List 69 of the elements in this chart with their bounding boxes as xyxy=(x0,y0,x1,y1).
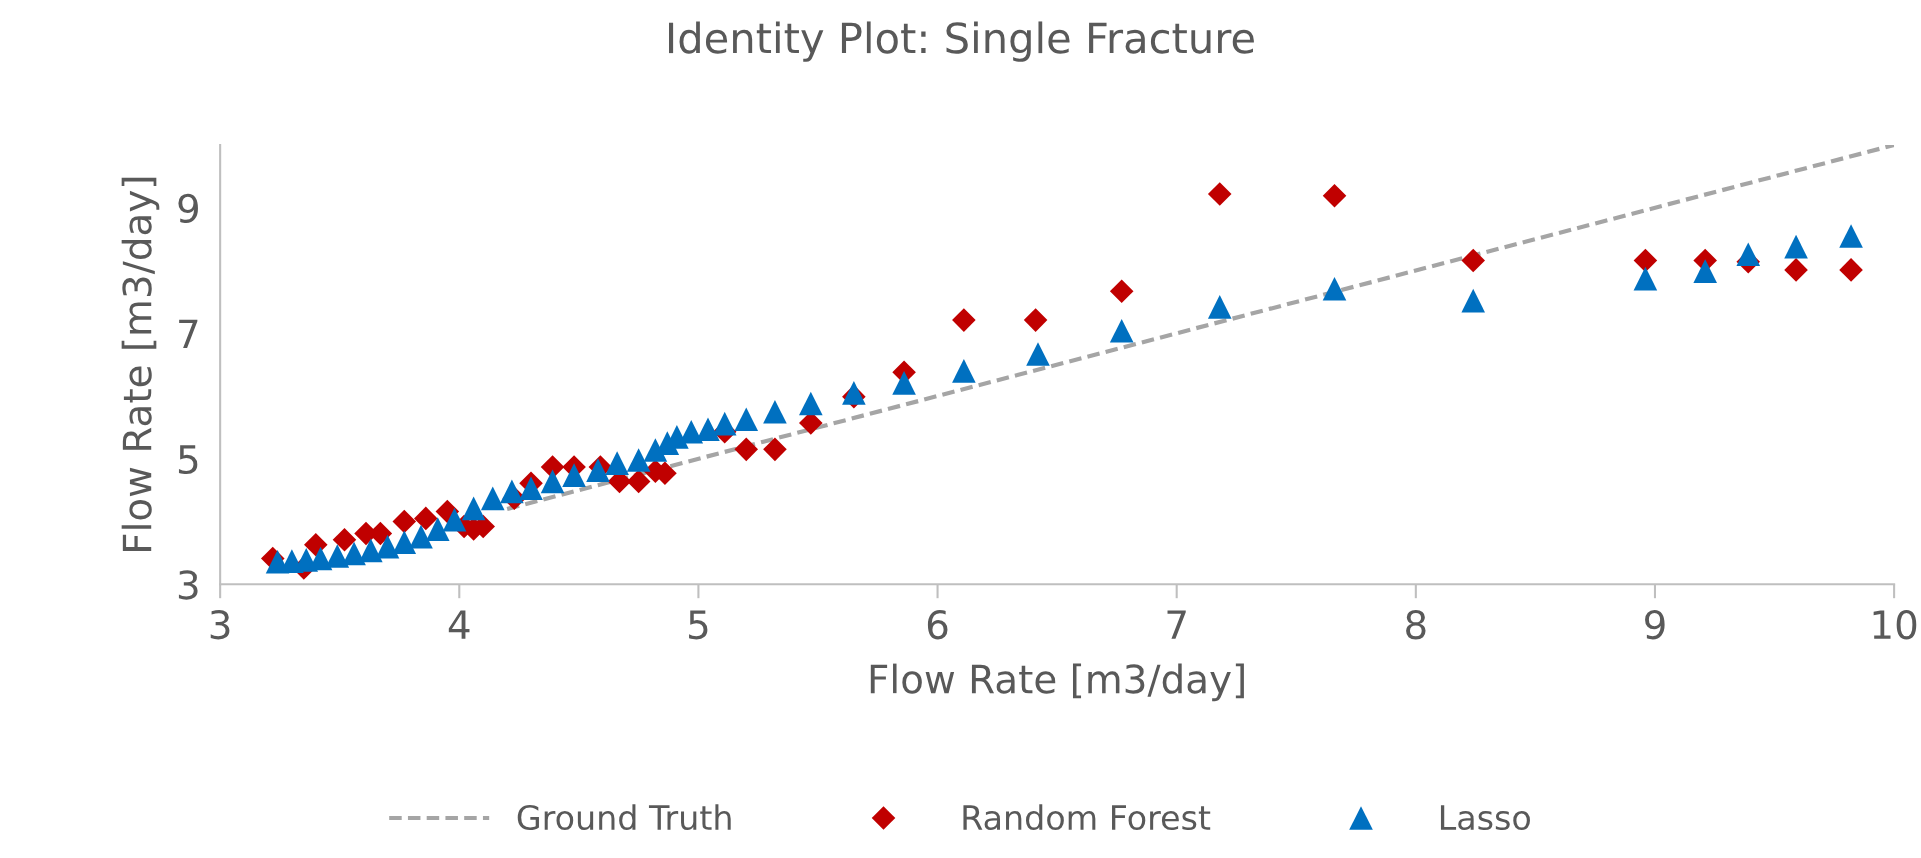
point xyxy=(1109,318,1134,343)
point xyxy=(1693,259,1717,283)
point xyxy=(1023,308,1048,332)
x-tick-label: 3 xyxy=(210,609,230,640)
point xyxy=(1736,242,1761,266)
point xyxy=(679,419,704,444)
point xyxy=(332,527,357,552)
point xyxy=(1109,279,1134,304)
point xyxy=(1322,276,1347,301)
point xyxy=(342,541,366,566)
x-tick-label: 7 xyxy=(1167,610,1186,639)
point xyxy=(414,506,438,531)
x-tick-label: 10 xyxy=(1873,609,1917,640)
point xyxy=(425,517,450,541)
point xyxy=(1322,184,1347,208)
legend-label: Lasso xyxy=(1440,805,1530,831)
x-tick-label: 5 xyxy=(689,610,708,640)
point xyxy=(892,371,916,395)
point xyxy=(392,530,417,555)
point xyxy=(1839,258,1863,282)
point xyxy=(480,486,505,511)
point xyxy=(540,469,565,494)
point xyxy=(1633,248,1658,273)
point xyxy=(409,524,433,549)
x-tick-label: 6 xyxy=(927,609,948,640)
x-tick-label: 4 xyxy=(448,610,470,639)
point xyxy=(500,479,524,504)
y-tick-label: 9 xyxy=(178,193,198,224)
point xyxy=(392,509,417,534)
point xyxy=(562,463,586,487)
y-axis-title: Flow Rate [m3/day] xyxy=(121,177,160,551)
point xyxy=(1633,266,1658,291)
point xyxy=(1207,295,1232,319)
y-tick-label: 7 xyxy=(179,319,198,349)
point xyxy=(1461,288,1486,313)
x-axis-title: Flow Rate [m3/day] xyxy=(870,663,1244,702)
point xyxy=(1839,224,1863,248)
point xyxy=(325,544,350,568)
point xyxy=(442,507,467,532)
point xyxy=(763,437,787,462)
x-tick-label: 9 xyxy=(1645,609,1665,640)
point xyxy=(952,308,976,332)
y-tick-label: 5 xyxy=(178,445,198,475)
point xyxy=(1461,248,1486,273)
y-tick-label: 3 xyxy=(178,570,198,600)
point xyxy=(734,437,759,462)
chart-title: Identity Plot: Single Fracture xyxy=(669,21,1254,62)
legend-label: Random Forest xyxy=(963,804,1211,831)
point xyxy=(763,399,787,424)
x-tick-label: 8 xyxy=(1406,609,1426,640)
point xyxy=(540,455,565,479)
point xyxy=(519,476,543,501)
point xyxy=(1207,182,1232,206)
point xyxy=(696,417,720,442)
point xyxy=(359,538,383,563)
point xyxy=(461,496,486,521)
point xyxy=(1026,342,1050,366)
legend-label: Ground Truth xyxy=(517,804,731,831)
point xyxy=(1784,258,1808,282)
point xyxy=(712,411,737,436)
point xyxy=(1784,234,1808,259)
point xyxy=(304,532,328,557)
point xyxy=(626,448,651,472)
point xyxy=(605,451,629,475)
point xyxy=(952,359,976,383)
point xyxy=(799,391,823,416)
point xyxy=(734,407,759,432)
point xyxy=(375,534,400,559)
point xyxy=(626,469,651,494)
